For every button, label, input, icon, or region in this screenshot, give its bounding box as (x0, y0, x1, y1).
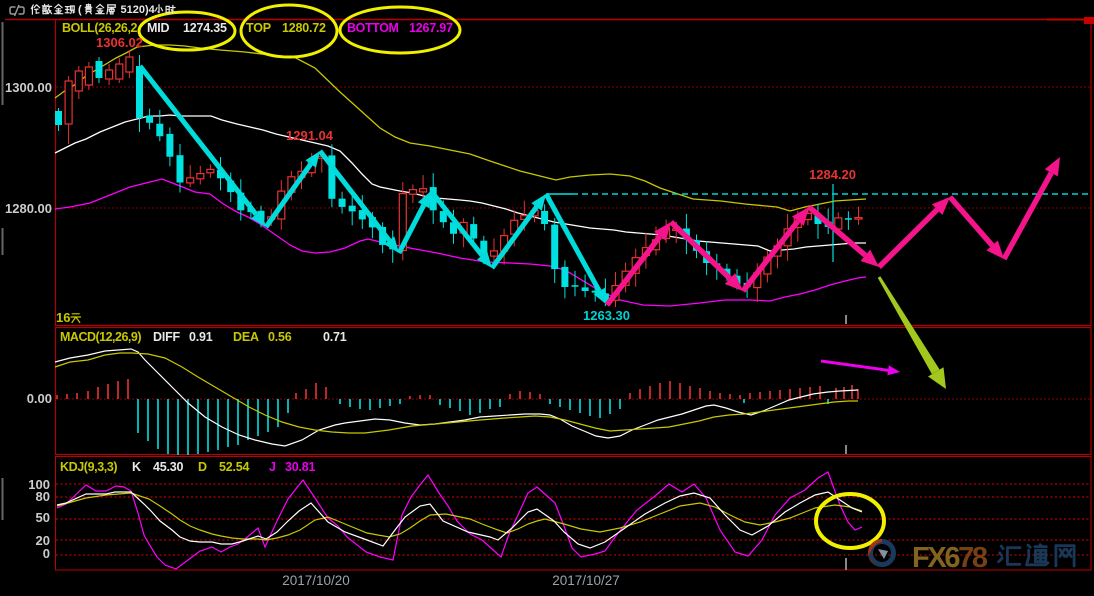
svg-text:DIFF: DIFF (153, 330, 181, 344)
svg-text:2017/10/20: 2017/10/20 (282, 573, 350, 588)
svg-text:BOLL(26,26,2: BOLL(26,26,2 (62, 21, 138, 35)
svg-text:5120)4: 5120)4 (121, 4, 156, 16)
svg-text:1284.20: 1284.20 (809, 167, 856, 182)
svg-text:1280.72: 1280.72 (282, 21, 326, 35)
svg-text:KDJ(9,3,3): KDJ(9,3,3) (60, 460, 117, 474)
svg-text:D: D (198, 460, 207, 474)
svg-text:16: 16 (56, 310, 70, 325)
svg-text:2017/10/27: 2017/10/27 (552, 573, 620, 588)
svg-text:MACD(12,26,9): MACD(12,26,9) (60, 330, 141, 344)
svg-text:1306.02: 1306.02 (96, 35, 143, 50)
svg-text:(: ( (78, 4, 82, 16)
svg-text:80: 80 (36, 489, 50, 504)
svg-text:0.56: 0.56 (268, 330, 292, 344)
svg-text:1274.35: 1274.35 (183, 21, 227, 35)
svg-text:0: 0 (43, 546, 50, 561)
svg-text:FX678: FX678 (912, 542, 988, 574)
svg-text:DEA: DEA (233, 330, 259, 344)
svg-text:30.81: 30.81 (285, 460, 316, 474)
svg-text:J: J (269, 460, 276, 474)
svg-text:0.00: 0.00 (27, 391, 52, 406)
svg-text:52.54: 52.54 (219, 460, 250, 474)
svg-text:MID: MID (147, 21, 169, 35)
svg-text:1280.00: 1280.00 (5, 201, 52, 216)
svg-text:1291.04: 1291.04 (286, 128, 334, 143)
svg-text:1263.30: 1263.30 (583, 308, 630, 323)
svg-text:BOTTOM: BOTTOM (347, 21, 399, 35)
svg-text:0.71: 0.71 (323, 330, 347, 344)
svg-text:45.30: 45.30 (153, 460, 184, 474)
svg-text:K: K (132, 460, 141, 474)
svg-text:0.91: 0.91 (189, 330, 213, 344)
svg-text:50: 50 (36, 510, 50, 525)
svg-text:1300.00: 1300.00 (5, 80, 52, 95)
svg-text:1267.97: 1267.97 (409, 21, 453, 35)
svg-text:TOP: TOP (246, 21, 271, 35)
